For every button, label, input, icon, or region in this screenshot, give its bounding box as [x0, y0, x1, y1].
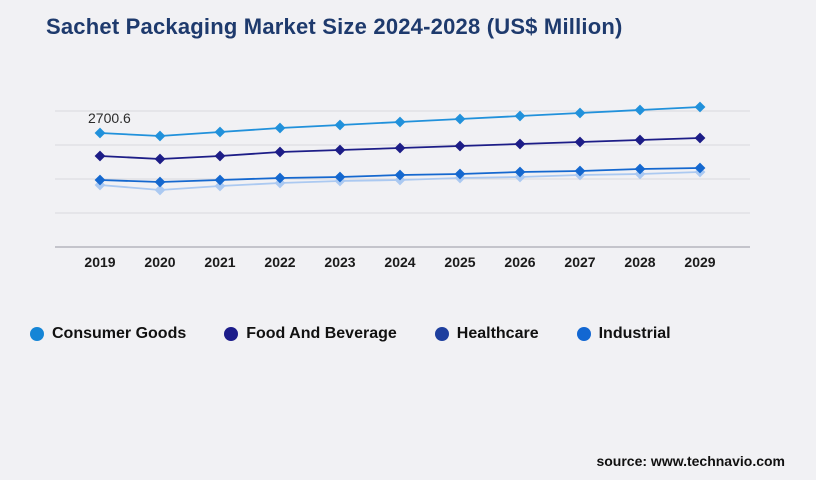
x-axis-label: 2022	[264, 254, 296, 270]
series-marker-healthcare	[394, 169, 406, 181]
series-marker-food-and-beverage	[274, 146, 286, 158]
x-axis-label: 2029	[684, 254, 716, 270]
chart-legend: Consumer Goods Food And Beverage Healthcar…	[30, 322, 671, 346]
series-marker-healthcare	[154, 176, 166, 188]
x-axis-label: 2025	[444, 254, 476, 270]
series-marker-food-and-beverage	[634, 134, 646, 146]
series-marker-food-and-beverage	[454, 140, 466, 152]
plot-area: 2700.6	[55, 62, 755, 248]
chart-title: Sachet Packaging Market Size 2024-2028 (…	[46, 14, 623, 39]
series-marker-healthcare	[94, 174, 106, 186]
series-marker-food-and-beverage	[94, 150, 106, 162]
series-marker-healthcare	[214, 174, 226, 186]
series-marker-healthcare	[274, 172, 286, 184]
x-axis-label: 2023	[324, 254, 356, 270]
x-axis-label: 2028	[624, 254, 656, 270]
series-marker-consumer-goods	[634, 104, 646, 116]
series-marker-healthcare	[454, 168, 466, 180]
series-marker-food-and-beverage	[394, 142, 406, 154]
series-marker-healthcare	[634, 163, 646, 175]
legend-label: Industrial	[598, 325, 671, 342]
series-marker-consumer-goods	[214, 126, 226, 138]
legend-item-industrial: Industrial	[576, 325, 671, 343]
x-axis-label: 2020	[144, 254, 176, 270]
series-marker-consumer-goods	[394, 116, 406, 128]
x-axis-label: 2021	[204, 254, 236, 270]
series-marker-consumer-goods	[454, 113, 466, 125]
x-axis-label: 2024	[384, 254, 416, 270]
series-marker-consumer-goods	[334, 119, 346, 131]
series-marker-food-and-beverage	[214, 150, 226, 162]
series-marker-healthcare	[514, 166, 526, 178]
series-marker-consumer-goods	[574, 107, 586, 119]
series-marker-industrial	[154, 184, 166, 196]
legend-item-consumer-goods: Consumer Goods	[30, 325, 186, 343]
legend-dot-icon	[224, 327, 239, 341]
x-axis: 2019 2020 2021 2022 2023 2024 2025 2026 2027 2028…	[55, 254, 755, 274]
series-marker-healthcare	[574, 165, 586, 177]
legend-dot-icon	[434, 327, 449, 341]
series-marker-food-and-beverage	[334, 144, 346, 156]
legend-label: Consumer Goods	[52, 325, 187, 342]
series-marker-food-and-beverage	[574, 136, 586, 148]
legend-dot-icon	[30, 327, 44, 341]
series-marker-industrial	[214, 180, 226, 192]
legend-item-food-and-beverage: Food And Beverage	[224, 325, 397, 343]
series-marker-consumer-goods	[514, 110, 526, 122]
x-axis-label: 2019	[84, 254, 116, 270]
series-marker-healthcare	[334, 171, 346, 183]
legend-label: Food And Beverage	[246, 325, 397, 342]
data-point-label: 2700.6	[88, 110, 131, 126]
series-marker-food-and-beverage	[154, 153, 166, 165]
legend-label: Healthcare	[456, 325, 539, 342]
series-marker-consumer-goods	[94, 127, 106, 139]
series-marker-consumer-goods	[274, 122, 286, 134]
x-axis-label: 2026	[504, 254, 536, 270]
line-chart: 2700.6	[55, 101, 750, 248]
x-axis-label: 2027	[564, 254, 596, 270]
legend-dot-icon	[576, 327, 591, 341]
series-marker-food-and-beverage	[694, 132, 706, 144]
source-attribution: source: www.technavio.com	[596, 453, 785, 469]
series-marker-food-and-beverage	[514, 138, 526, 150]
legend-item-healthcare: Healthcare	[434, 325, 539, 343]
series-marker-healthcare	[694, 162, 706, 174]
series-marker-consumer-goods	[154, 130, 166, 142]
